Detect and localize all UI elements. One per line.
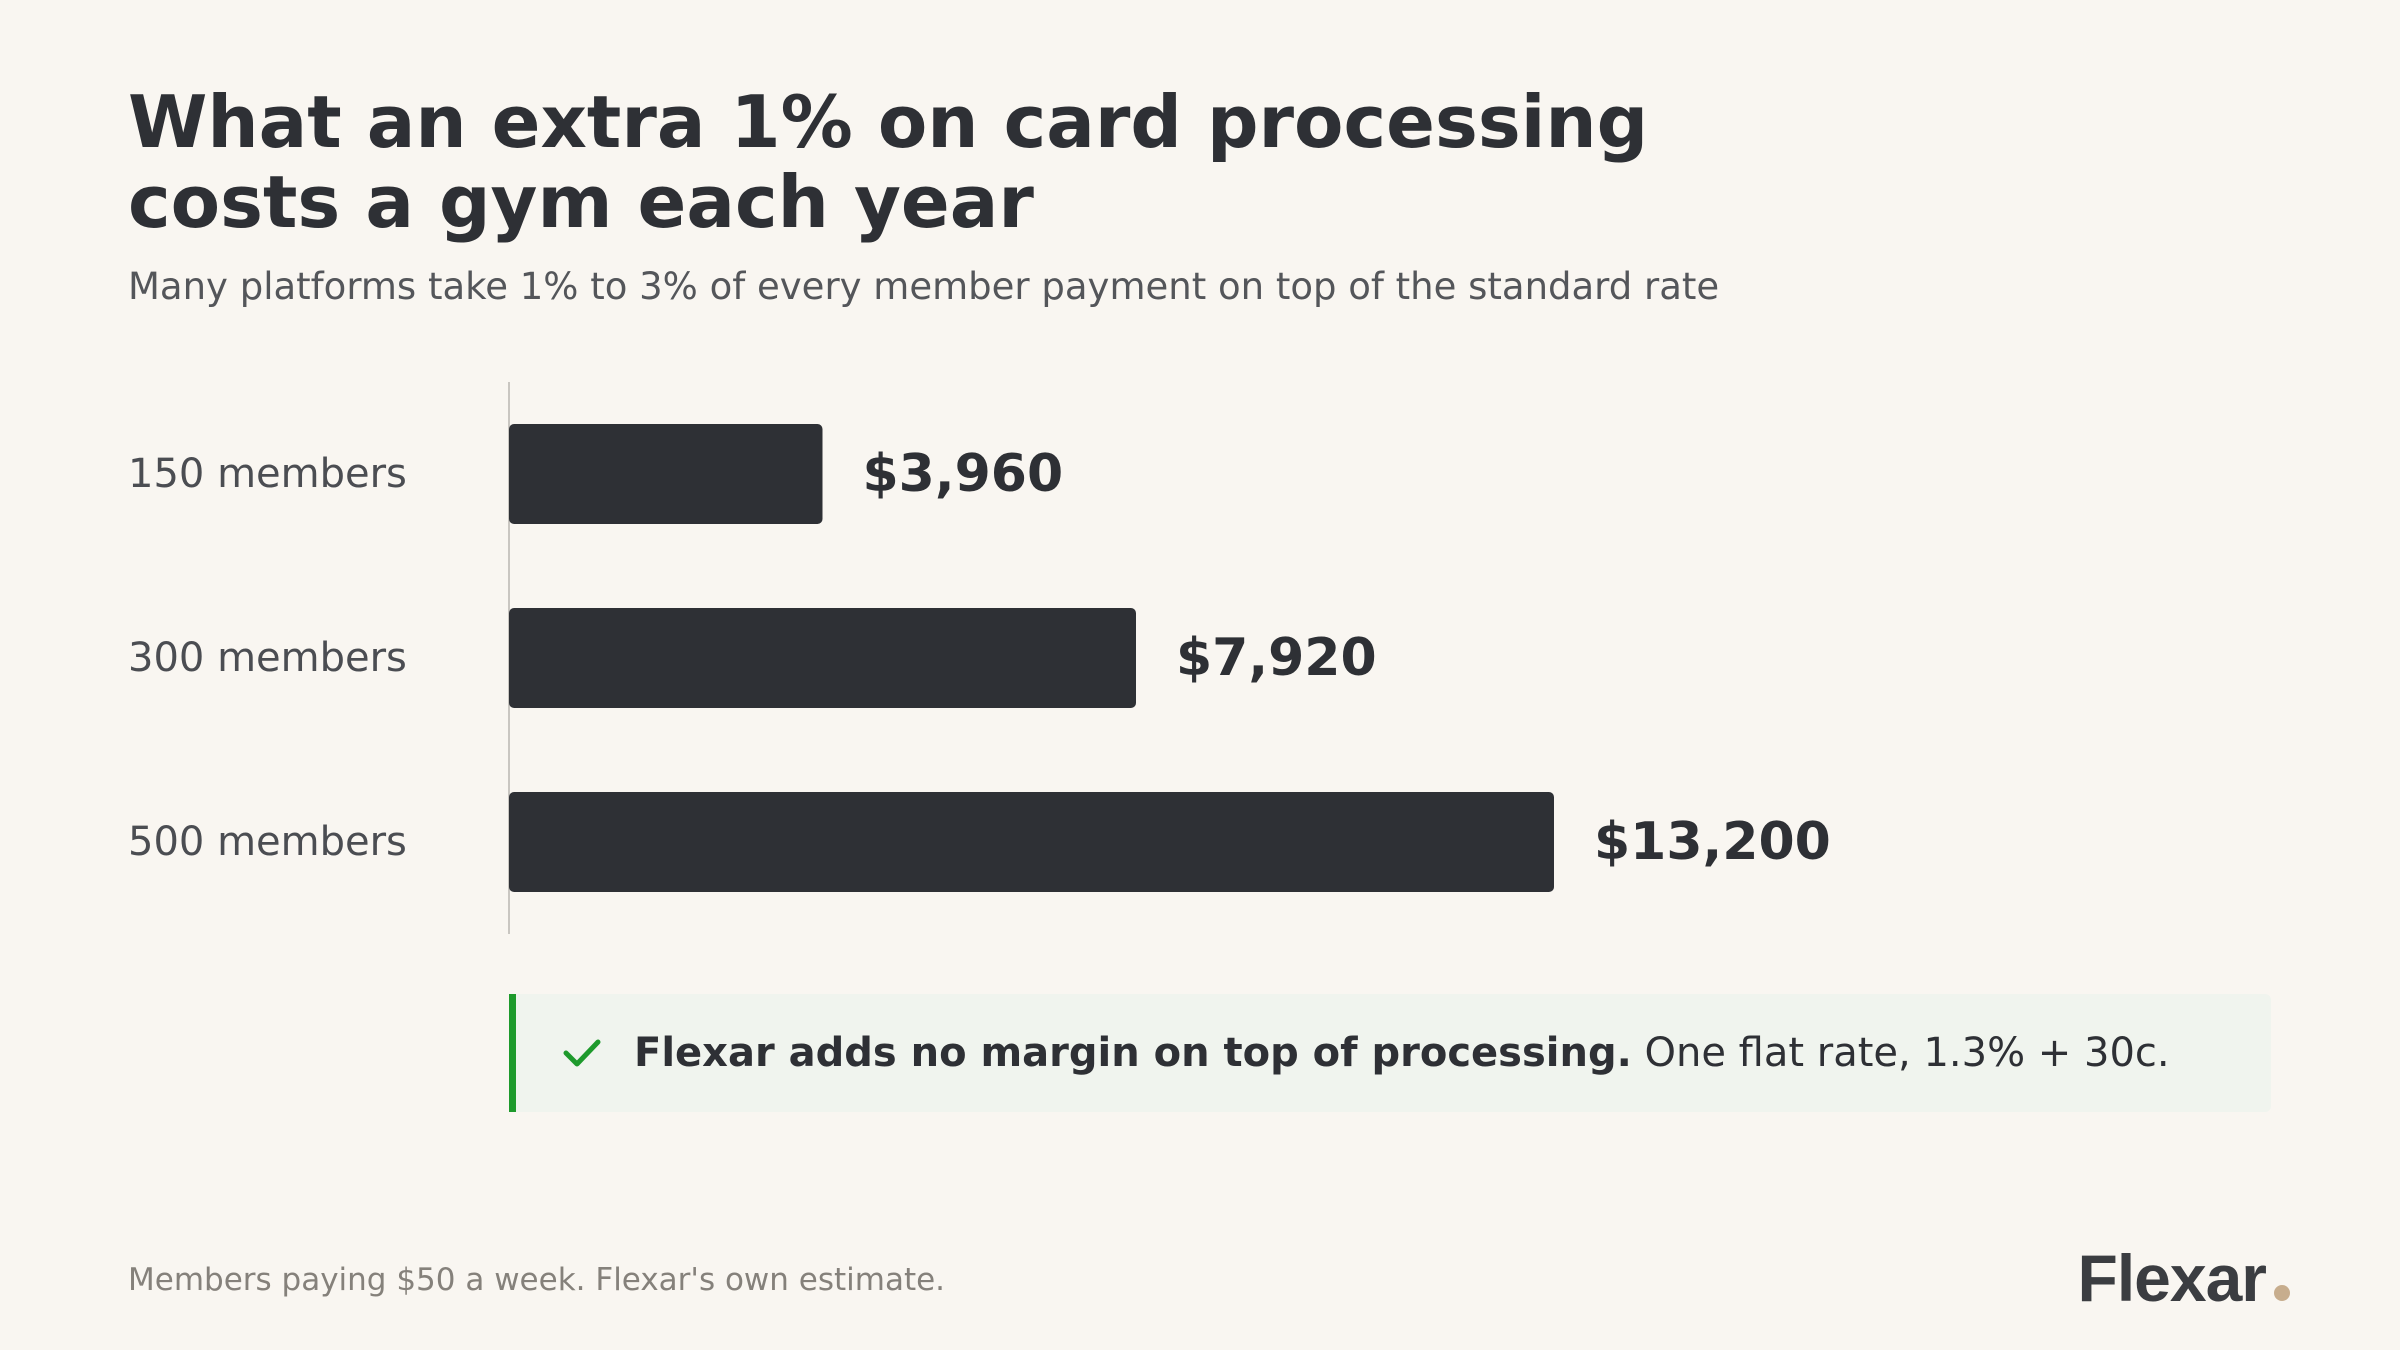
- bar: [509, 424, 823, 524]
- bar: [509, 608, 1136, 708]
- category-label: 300 members: [128, 635, 407, 681]
- value-label: $7,920: [1176, 628, 1377, 688]
- callout-text: Flexar adds no margin on top of processi…: [634, 1030, 2170, 1076]
- check-icon: [560, 1031, 604, 1075]
- callout-bold-text: Flexar adds no margin on top of processi…: [634, 1030, 1632, 1076]
- chart-subtitle: Many platforms take 1% to 3% of every me…: [128, 265, 1720, 308]
- chart-title-line-1: What an extra 1% on card processing: [128, 80, 1649, 164]
- category-label: 500 members: [128, 819, 407, 865]
- category-label: 150 members: [128, 451, 407, 497]
- callout-regular-text: One flat rate, 1.3% + 30c.: [1644, 1030, 2170, 1076]
- callout-box: Flexar adds no margin on top of processi…: [509, 994, 2271, 1112]
- value-label: $3,960: [862, 444, 1064, 504]
- value-label: $13,200: [1594, 812, 1831, 872]
- footnote: Members paying $50 a week. Flexar's own …: [128, 1262, 946, 1298]
- logo-wordmark: Flexar: [2077, 1241, 2267, 1315]
- chart-title-line-2: costs a gym each year: [128, 160, 1034, 244]
- logo-dot: [2274, 1285, 2290, 1301]
- flexar-logo: Flexar: [2078, 1240, 2290, 1316]
- chart-title: What an extra 1% on card processing cost…: [128, 82, 1828, 242]
- bar: [509, 792, 1554, 892]
